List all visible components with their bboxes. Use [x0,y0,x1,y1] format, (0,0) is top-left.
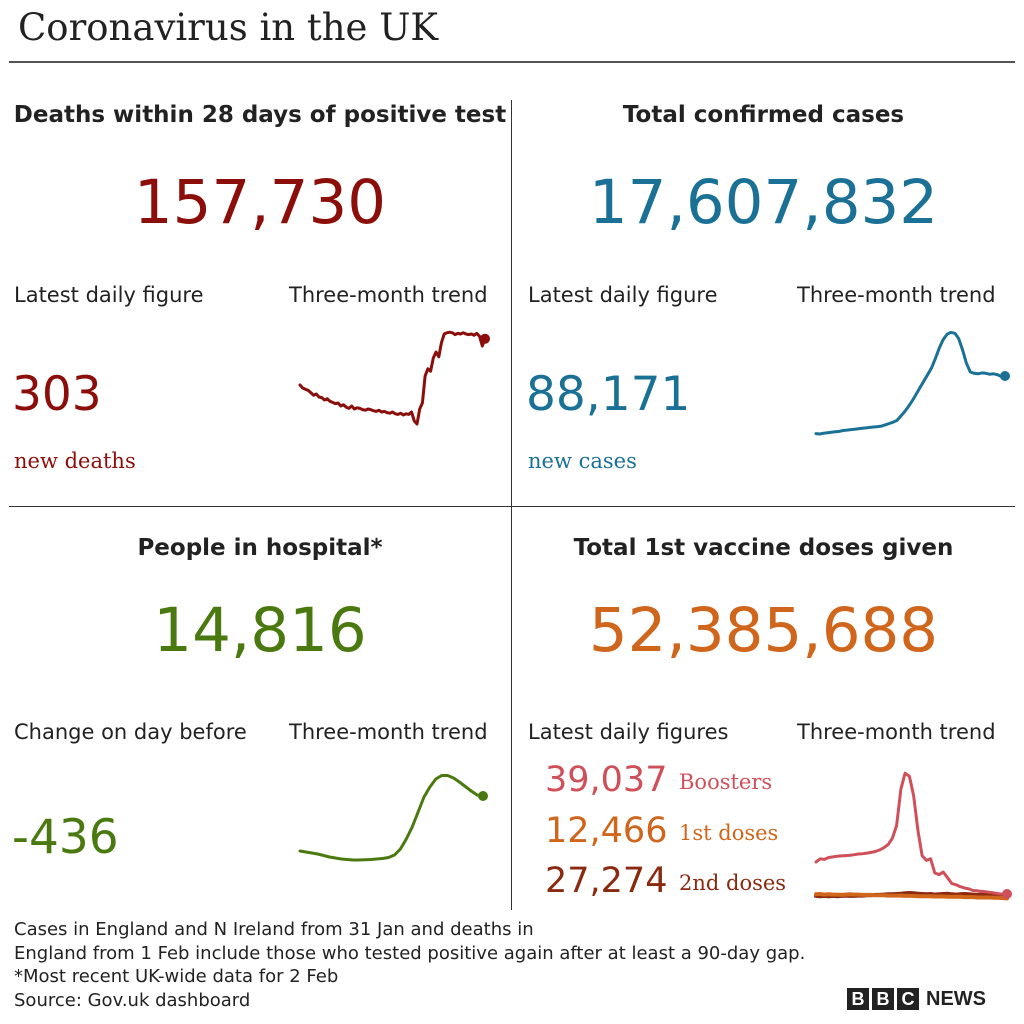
hospital-trend-end-dot [478,791,488,801]
second-doses-value: 27,274 [545,861,668,901]
hospital-trend-label: Three-month trend [289,720,488,744]
page-title: Coronavirus in the UK [18,6,439,49]
boosters-value: 39,037 [545,760,668,800]
vaccine-trend-label: Three-month trend [797,720,996,744]
first-doses-label: 1st doses [679,821,779,845]
boosters-trend-line [814,771,1009,896]
bbc-logo-letter: C [897,988,919,1010]
deaths-daily-caption: new deaths [14,449,136,473]
bbc-logo-letter: B [847,988,869,1010]
deaths-heading: Deaths within 28 days of positive test [13,102,507,128]
deaths-trend-chart [298,330,490,426]
vertical-divider [511,100,512,910]
cases-trend-end-dot [1000,371,1010,381]
deaths-trend-line [298,330,487,426]
title-divider [9,61,1015,63]
cases-trend-line [814,330,1007,436]
hospital-trend-line [298,774,485,862]
news-wordmark: NEWS [926,988,986,1010]
deaths-daily-value: 303 [12,367,102,422]
vaccine-heading: Total 1st vaccine doses given [573,535,954,561]
cases-daily-label: Latest daily figure [528,283,718,307]
boosters-label: Boosters [679,770,773,794]
hospital-trend-chart [298,774,488,862]
vaccine-daily-label: Latest daily figures [528,720,729,744]
horizontal-divider [9,506,1015,507]
cases-heading: Total confirmed cases [622,102,905,128]
footnote-line: *Most recent UK-wide data for 2 Feb [14,966,339,987]
boosters-trend-end-dot [1002,889,1012,899]
deaths-daily-label: Latest daily figure [14,283,204,307]
second-doses-label: 2nd doses [679,871,787,895]
deaths-trend-label: Three-month trend [289,283,488,307]
cases-daily-value: 88,171 [526,367,691,422]
footnote-line: England from 1 Feb include those who tes… [14,942,806,964]
hospital-change-label: Change on day before [14,720,247,744]
bbc-logo-letter: B [872,988,894,1010]
first-doses-trend-line [814,892,1009,901]
first-doses-value: 12,466 [545,811,668,851]
cases-trend-chart [814,330,1010,436]
source-line: Source: Gov.uk dashboard [14,989,251,1011]
cases-daily-caption: new cases [528,449,637,473]
bbc-news-logo: B B C NEWS [847,988,997,1012]
vaccine-trend-chart [814,771,1012,901]
hospital-heading: People in hospital* [137,535,383,561]
cases-trend-label: Three-month trend [797,283,996,307]
footnotes: Cases in England and N Ireland from 31 J… [14,918,805,1012]
hospital-total: 14,816 [153,595,367,666]
vaccine-total: 52,385,688 [588,595,939,666]
cases-total: 17,607,832 [588,167,939,238]
deaths-trend-end-dot [480,333,490,344]
hospital-change-value: -436 [12,810,119,865]
deaths-total: 157,730 [133,167,387,238]
footnote-line: Cases in England and N Ireland from 31 J… [14,919,534,940]
